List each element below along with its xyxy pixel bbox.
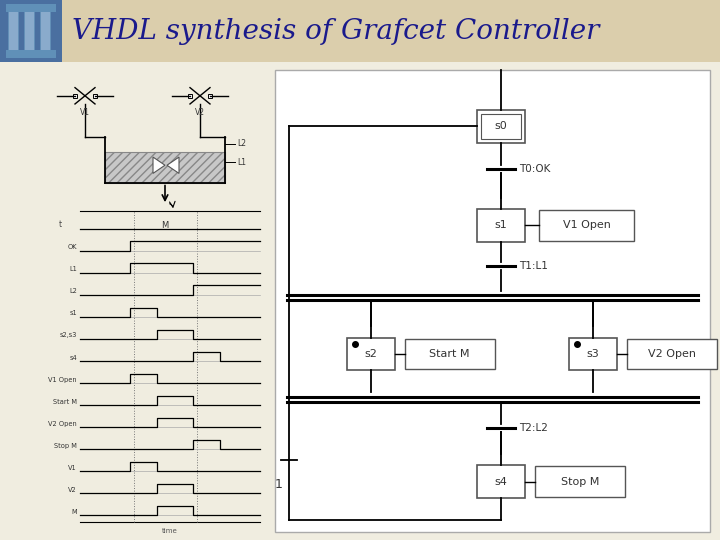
Bar bbox=[477, 110, 525, 143]
Bar bbox=[93, 94, 97, 98]
Bar bbox=[405, 339, 495, 369]
Text: V2 Open: V2 Open bbox=[48, 421, 77, 427]
Text: Start M: Start M bbox=[429, 349, 470, 359]
Text: L2: L2 bbox=[69, 288, 77, 294]
Text: V2: V2 bbox=[195, 108, 205, 117]
Text: time: time bbox=[162, 528, 178, 534]
Text: Stop M: Stop M bbox=[561, 477, 599, 487]
Text: T0:OK: T0:OK bbox=[519, 164, 551, 174]
Text: s0: s0 bbox=[495, 122, 508, 131]
Bar bbox=[6, 50, 56, 58]
Bar bbox=[105, 152, 225, 183]
Text: s2: s2 bbox=[364, 349, 377, 359]
Text: V1: V1 bbox=[80, 108, 90, 117]
Text: s1: s1 bbox=[69, 310, 77, 316]
Text: OK: OK bbox=[68, 245, 77, 251]
Text: T2:L2: T2:L2 bbox=[519, 423, 548, 433]
Bar bbox=[275, 70, 710, 532]
Bar bbox=[188, 94, 192, 98]
Text: T1:L1: T1:L1 bbox=[519, 261, 548, 271]
Text: V2: V2 bbox=[68, 487, 77, 492]
Polygon shape bbox=[167, 157, 179, 173]
Text: s2,s3: s2,s3 bbox=[60, 333, 77, 339]
Bar bbox=[347, 338, 395, 370]
Bar bbox=[477, 209, 525, 242]
Text: s4: s4 bbox=[495, 477, 508, 487]
Text: M: M bbox=[161, 221, 168, 231]
Bar bbox=[569, 338, 616, 370]
Text: Start M: Start M bbox=[53, 399, 77, 404]
Bar bbox=[481, 114, 521, 139]
Text: V1 Open: V1 Open bbox=[48, 376, 77, 382]
Text: V2 Open: V2 Open bbox=[647, 349, 696, 359]
Bar bbox=[8, 8, 18, 54]
Polygon shape bbox=[153, 157, 165, 173]
Bar bbox=[626, 339, 716, 369]
Text: M: M bbox=[71, 509, 77, 515]
Text: 1: 1 bbox=[275, 478, 283, 491]
Text: L2: L2 bbox=[237, 139, 246, 148]
Bar bbox=[535, 467, 625, 497]
Bar bbox=[40, 8, 50, 54]
Bar bbox=[0, 0, 62, 62]
Text: s4: s4 bbox=[69, 355, 77, 361]
Text: t: t bbox=[58, 220, 62, 229]
Bar bbox=[6, 4, 56, 12]
Bar bbox=[208, 94, 212, 98]
Text: V1: V1 bbox=[68, 464, 77, 471]
Text: V1 Open: V1 Open bbox=[563, 220, 611, 231]
Text: L1: L1 bbox=[237, 158, 246, 167]
Text: s3: s3 bbox=[586, 349, 599, 359]
Text: s1: s1 bbox=[495, 220, 508, 231]
Bar bbox=[73, 94, 77, 98]
Text: Stop M: Stop M bbox=[54, 443, 77, 449]
Text: L1: L1 bbox=[69, 266, 77, 272]
Bar bbox=[24, 8, 34, 54]
Bar bbox=[539, 210, 634, 241]
Text: VHDL synthesis of Grafcet Controller: VHDL synthesis of Grafcet Controller bbox=[72, 17, 599, 45]
Bar bbox=[477, 465, 525, 498]
